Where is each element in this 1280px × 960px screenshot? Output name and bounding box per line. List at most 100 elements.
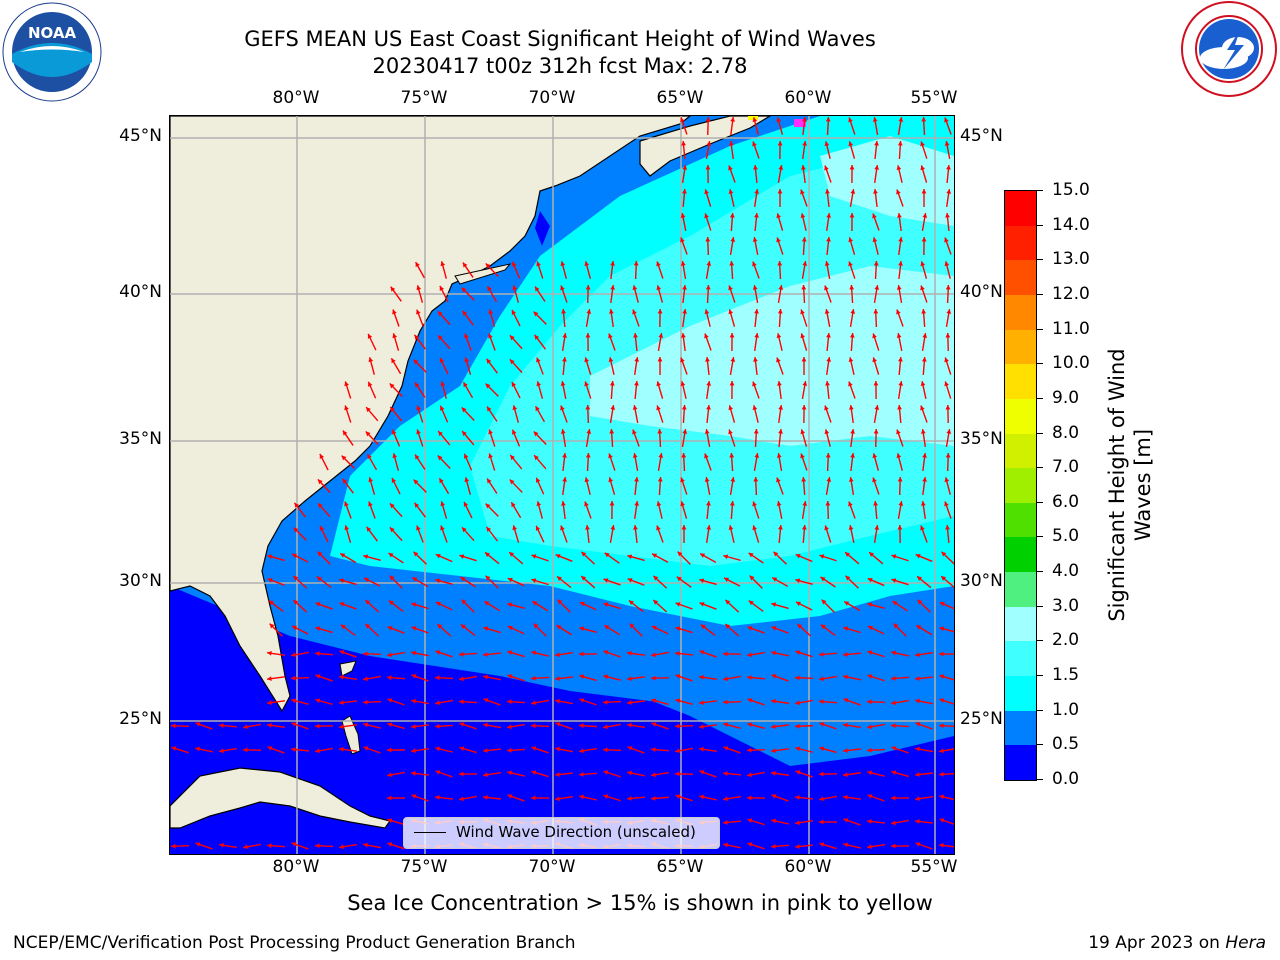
wave-direction-arrowhead	[872, 477, 877, 483]
wave-direction-arrowhead	[562, 477, 568, 482]
wave-direction-arrowhead	[873, 261, 879, 266]
wave-direction-arrowhead	[415, 262, 420, 268]
wave-direction-arrowhead	[681, 405, 687, 410]
wave-direction-arrowhead	[367, 381, 373, 387]
colorbar-segment	[1005, 744, 1036, 780]
wave-direction-arrowhead	[627, 578, 633, 583]
wave-direction-arrowhead	[873, 381, 879, 386]
wave-direction-arrowhead	[509, 479, 515, 485]
wave-direction-arrowhead	[509, 359, 515, 365]
wave-direction-arrowhead	[754, 189, 760, 194]
wave-direction-arrowhead	[584, 381, 589, 387]
nws-logo	[1180, 0, 1278, 98]
wave-direction-arrowhead	[753, 477, 759, 482]
wave-direction-arrowhead	[435, 795, 440, 800]
wave-direction-arrowhead	[915, 746, 920, 752]
wave-direction-arrowhead	[533, 623, 539, 629]
wave-direction-arrowhead	[555, 652, 560, 658]
wave-direction-arrowhead	[651, 747, 656, 753]
wave-direction-arrowhead	[699, 578, 705, 584]
wave-direction-arrowhead	[946, 309, 952, 314]
wave-direction-arrowhead	[754, 309, 759, 314]
wave-direction-arrowhead	[315, 602, 321, 607]
wave-direction-arrowhead	[536, 357, 541, 363]
wave-direction-arrowhead	[651, 698, 657, 704]
wave-direction-arrowhead	[656, 501, 662, 507]
wave-direction-arrowhead	[390, 407, 395, 412]
wave-direction-arrowhead	[844, 601, 850, 606]
colorbar-tick-mark	[1036, 640, 1043, 642]
wave-direction-arrowhead	[291, 625, 297, 631]
wave-direction-arrowhead	[656, 405, 661, 411]
wave-direction-arrowhead	[339, 602, 345, 607]
wave-direction-arrowhead	[291, 553, 297, 559]
wave-direction-arrowhead	[729, 453, 735, 458]
wave-height-map[interactable]	[169, 115, 955, 855]
wave-direction-arrowhead	[392, 453, 398, 459]
wave-direction-arrowhead	[485, 503, 491, 509]
wave-direction-arrowhead	[946, 189, 952, 194]
wave-direction-arrowhead	[873, 429, 879, 434]
wave-direction-arrowhead	[319, 453, 325, 459]
wave-direction-arrowhead	[819, 554, 825, 559]
wave-direction-arrowhead	[416, 429, 421, 435]
wave-direction-arrowhead	[488, 429, 493, 435]
wave-direction-arrowhead	[848, 357, 854, 363]
wave-direction-arrowhead	[609, 501, 615, 506]
lon-label-top: 60°W	[784, 88, 832, 108]
wave-direction-arrowhead	[747, 626, 753, 631]
wave-direction-arrowhead	[941, 576, 947, 581]
wave-direction-arrowhead	[872, 213, 877, 219]
wave-direction-arrowhead	[651, 772, 656, 778]
wave-direction-arrowhead	[556, 625, 562, 630]
colorbar-segment	[1005, 294, 1036, 330]
wave-direction-arrowhead	[843, 722, 848, 728]
lat-label-right: 35°N	[960, 429, 1003, 449]
wave-direction-arrowhead	[752, 285, 758, 290]
wave-direction-arrowhead	[824, 165, 829, 171]
wave-direction-arrowhead	[460, 577, 466, 582]
wave-direction-arrowhead	[483, 698, 489, 703]
wave-direction-arrowhead	[819, 699, 824, 705]
wave-direction-arrowhead	[460, 624, 466, 630]
wave-direction-arrowhead	[795, 723, 800, 729]
wave-direction-arrowhead	[848, 141, 854, 147]
colorbar-segment	[1005, 675, 1036, 711]
wave-direction-arrowhead	[437, 335, 443, 341]
wave-direction-arrowhead	[319, 525, 325, 531]
wave-direction-arrowhead	[389, 527, 395, 533]
wave-direction-arrowhead	[896, 333, 902, 338]
wave-direction-arrowhead	[706, 501, 711, 506]
wave-direction-arrowhead	[656, 261, 661, 267]
wave-direction-arrowhead	[339, 674, 344, 680]
wave-direction-arrowhead	[920, 261, 926, 267]
wave-direction-arrowhead	[699, 700, 704, 705]
wave-direction-arrowhead	[435, 601, 441, 607]
wave-direction-arrowhead	[891, 770, 897, 776]
wave-direction-arrowhead	[754, 453, 760, 458]
wave-direction-arrowhead	[675, 723, 680, 729]
wave-band-0-0.5	[170, 586, 954, 854]
wave-direction-arrowhead	[869, 552, 875, 557]
wave-direction-arrowhead	[848, 405, 854, 410]
wave-direction-arrowhead	[219, 723, 224, 728]
colorbar-tick-mark	[1036, 293, 1043, 295]
wave-direction-arrowhead	[195, 842, 201, 847]
wave-direction-arrowhead	[778, 285, 784, 290]
wave-direction-arrowhead	[771, 794, 777, 799]
wave-direction-arrowhead	[584, 357, 589, 363]
wave-direction-arrowhead	[778, 165, 784, 170]
wave-direction-arrowhead	[195, 722, 201, 727]
wave-direction-arrowhead	[363, 676, 368, 682]
wave-direction-arrowhead	[485, 552, 490, 557]
wave-direction-arrowhead	[801, 405, 807, 410]
wave-direction-arrowhead	[705, 117, 711, 122]
wave-direction-arrowhead	[802, 141, 808, 146]
wave-direction-arrowhead	[459, 699, 464, 705]
wave-direction-arrowhead	[748, 600, 754, 606]
wave-direction-arrowhead	[267, 554, 273, 560]
wave-direction-arrowhead	[243, 724, 248, 730]
wave-direction-arrowhead	[315, 626, 321, 632]
wave-direction-arrowhead	[268, 600, 274, 606]
wave-direction-arrowhead	[826, 477, 832, 482]
